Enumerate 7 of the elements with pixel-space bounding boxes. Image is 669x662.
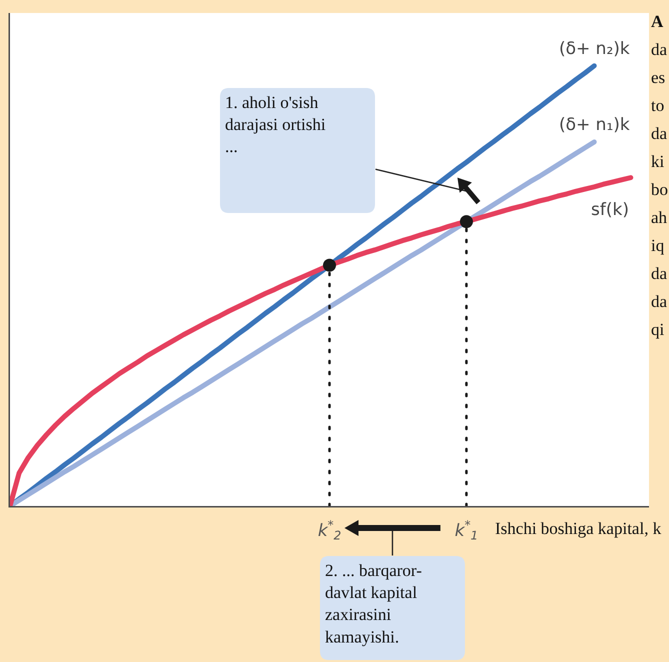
series-label: (δ+ n₁)k <box>559 115 630 135</box>
series-label: sf(k) <box>591 200 629 220</box>
x-axis-title: Ishchi boshiga kapital, k <box>495 519 662 538</box>
text: A da es to da ki bo ah iq da da qi <box>651 12 668 339</box>
series-label: (δ+ n₂)k <box>559 39 630 59</box>
annotation: 1. aholi o'sish darajasi ortishi ... <box>225 93 326 156</box>
text: 2. ... barqaror-davlat kapital zaxirasini kamayishi. <box>325 561 422 646</box>
